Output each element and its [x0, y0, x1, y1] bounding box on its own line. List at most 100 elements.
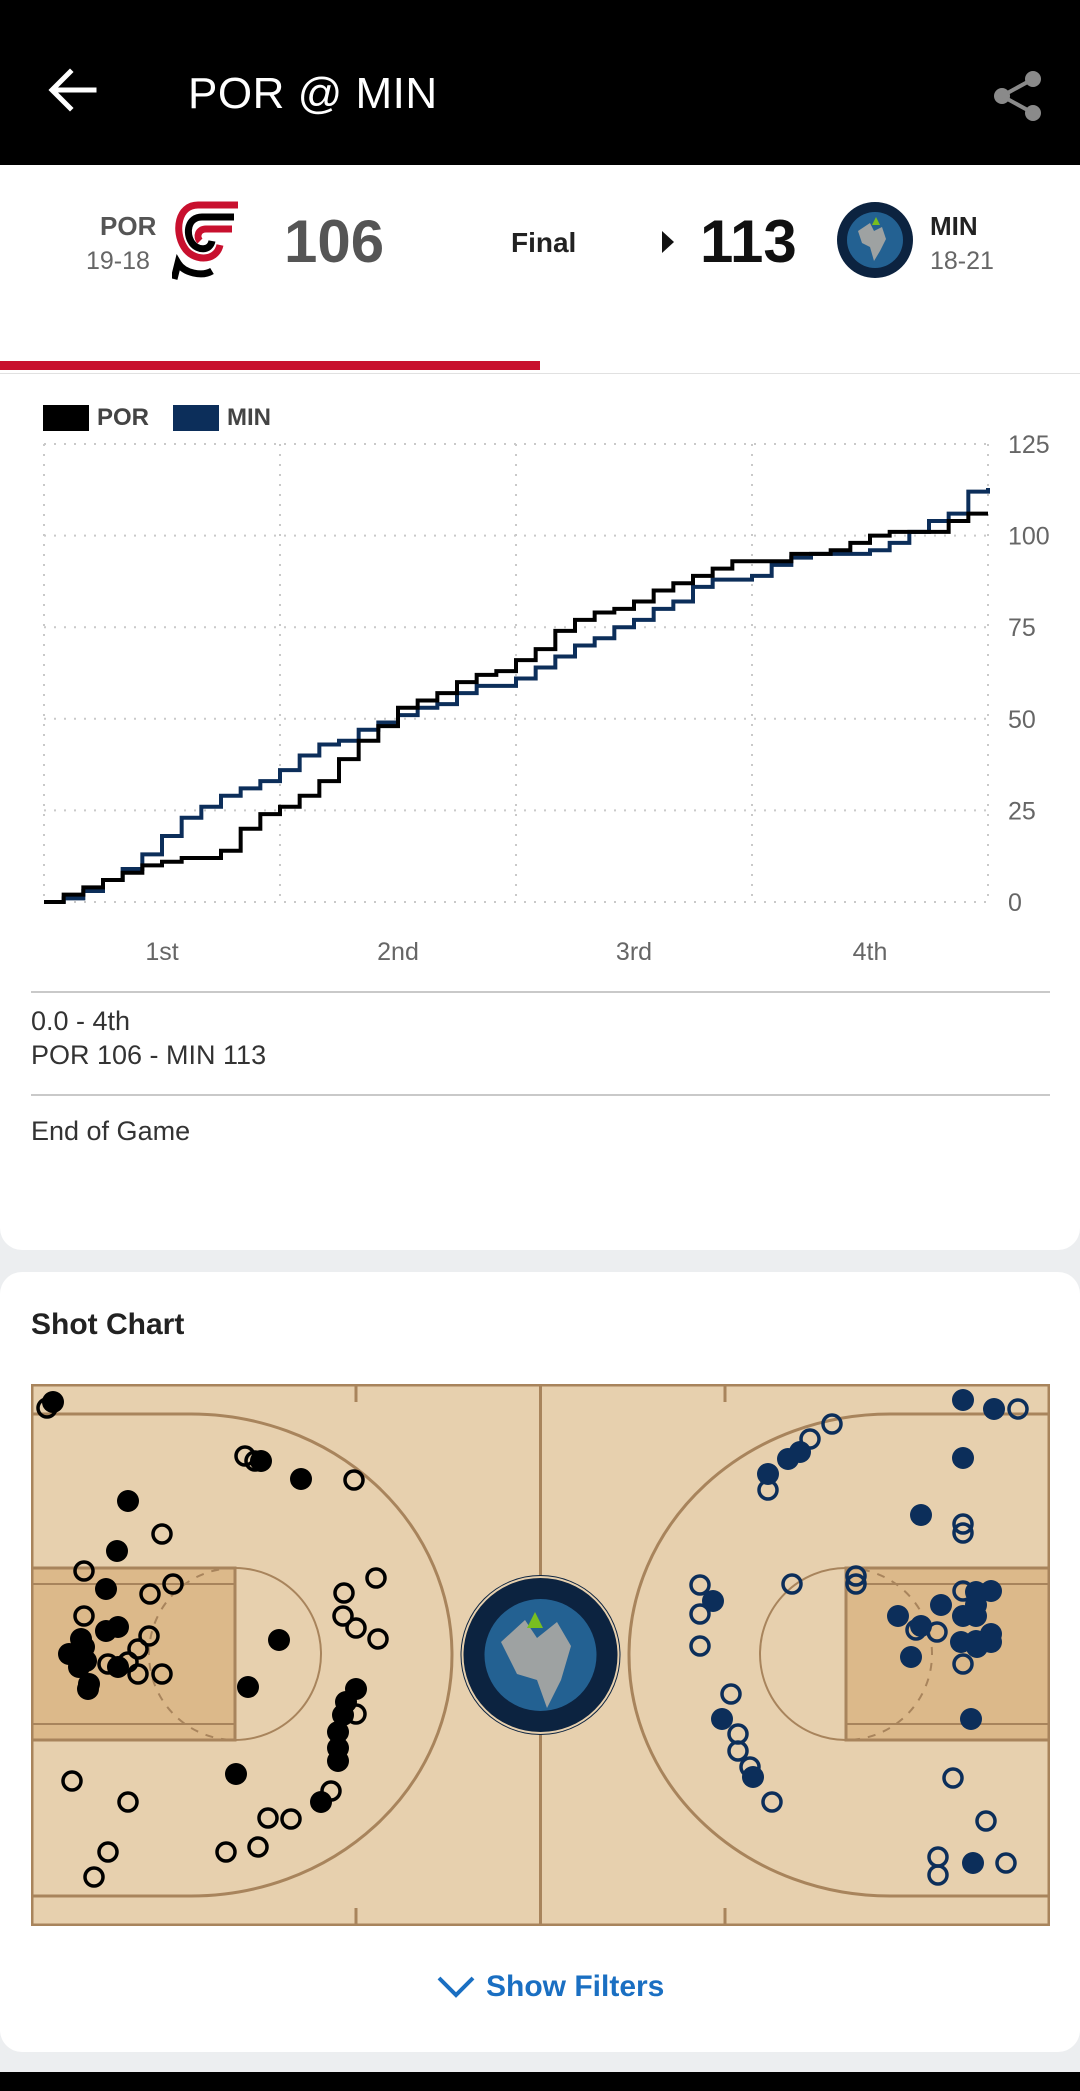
y-tick-label: 75 — [1008, 614, 1036, 642]
por-shot-made — [107, 1656, 129, 1678]
por-shot-missed — [139, 1583, 161, 1605]
scoreboard[interactable]: POR 19-18 106 Final 113 MIN 18-21 — [0, 165, 1080, 324]
por-shot-missed — [257, 1807, 279, 1829]
play-time: 0.0 - 4th — [31, 1006, 131, 1036]
timberwolves-logo — [837, 202, 913, 278]
por-shot-missed — [127, 1663, 149, 1685]
por-shot-missed — [151, 1523, 173, 1545]
y-tick-label: 50 — [1008, 706, 1036, 734]
x-tick-label: 2nd — [377, 938, 419, 966]
game-status: Final — [511, 227, 577, 258]
por-shot-missed — [83, 1866, 105, 1888]
legend-item-min: MIN — [173, 404, 271, 432]
por-shot-missed — [343, 1469, 365, 1491]
por-shot-made — [268, 1629, 290, 1651]
min-shot-made — [887, 1605, 909, 1627]
por-shot-made — [332, 1704, 354, 1726]
timberwolves-logo — [460, 1575, 621, 1735]
legend-swatch-por — [43, 405, 89, 431]
shot-chart-card: Shot Chart — [0, 1272, 1080, 2052]
home-team-abbr: MIN — [930, 211, 978, 241]
y-tick-label: 25 — [1008, 797, 1036, 825]
min-shot-missed — [942, 1767, 964, 1789]
por-shot-made — [250, 1450, 272, 1472]
min-shot-missed — [689, 1574, 711, 1596]
x-tick-label: 3rd — [616, 938, 652, 966]
por-shot-made — [77, 1678, 99, 1700]
por-shots — [36, 1391, 389, 1888]
min-shot-made — [983, 1398, 1005, 1420]
active-tab-indicator — [0, 361, 540, 370]
legend-label-por: POR — [97, 404, 150, 431]
legend-label-min: MIN — [227, 404, 271, 431]
y-tick-label: 0 — [1008, 889, 1022, 917]
por-shot-missed — [151, 1663, 173, 1685]
por-shot-missed — [247, 1836, 269, 1858]
play-score: POR 106 - MIN 113 — [31, 1040, 267, 1070]
min-shot-made — [910, 1504, 932, 1526]
por-shot-missed — [117, 1791, 139, 1813]
play-description: End of Game — [31, 1116, 191, 1146]
tab-strip[interactable] — [0, 323, 1080, 374]
shot-chart-title: Shot Chart — [31, 1308, 185, 1341]
min-shot-missed — [821, 1413, 843, 1435]
min-shot-made — [900, 1646, 922, 1668]
por-shot-made — [327, 1750, 349, 1772]
por-shot-missed — [138, 1625, 160, 1647]
away-team-abbr: POR — [100, 211, 157, 241]
por-shot-missed — [162, 1573, 184, 1595]
x-tick-label: 4th — [853, 938, 888, 966]
por-shot-missed — [73, 1560, 95, 1582]
por-shot-made — [117, 1490, 139, 1512]
away-team-record: 19-18 — [86, 247, 150, 275]
por-shot-made — [95, 1578, 117, 1600]
min-shot-made — [960, 1708, 982, 1730]
min-shot-missed — [975, 1810, 997, 1832]
show-filters-label: Show Filters — [486, 1970, 665, 2003]
game-flow-card: POR MIN 0 25 50 75 100 125 1st 2nd 3rd 4th 0.0 - … — [0, 374, 1080, 1250]
min-shot-missed — [689, 1635, 711, 1657]
por-shot-made — [327, 1721, 349, 1743]
por-shot-missed — [367, 1628, 389, 1650]
min-shot-missed — [727, 1740, 749, 1762]
min-shot-missed — [845, 1573, 867, 1595]
trail-blazers-logo — [172, 201, 238, 280]
por-shot-missed — [61, 1770, 83, 1792]
min-shot-made — [757, 1463, 779, 1485]
chevron-down-icon — [437, 1976, 475, 1998]
min-shot-missed — [845, 1565, 867, 1587]
winner-indicator-icon — [662, 231, 674, 253]
app-bar: POR @ MIN — [0, 0, 1080, 165]
series-line-por — [44, 511, 988, 904]
min-shot-made — [777, 1448, 799, 1470]
min-shot-made — [962, 1852, 984, 1874]
min-shot-made — [930, 1594, 952, 1616]
game-flow-chart[interactable]: 0 25 50 75 100 125 1st 2nd 3rd 4th — [0, 374, 1080, 974]
min-shot-missed — [757, 1479, 779, 1501]
min-shot-missed — [720, 1683, 742, 1705]
por-shot-missed — [127, 1638, 149, 1660]
por-shot-missed — [97, 1841, 119, 1863]
legend-item-por: POR — [43, 404, 149, 432]
por-shot-missed — [73, 1605, 95, 1627]
min-shot-made — [952, 1389, 974, 1411]
page-title: POR @ MIN — [188, 69, 438, 118]
show-filters-button[interactable]: Show Filters — [436, 1970, 664, 2004]
basketball-court[interactable] — [31, 1384, 1050, 1926]
min-shot-missed — [781, 1573, 803, 1595]
share-icon[interactable] — [990, 68, 1046, 124]
min-shot-missed — [952, 1513, 974, 1535]
arrow-left-icon[interactable] — [44, 62, 100, 118]
por-shot-made — [95, 1620, 117, 1642]
divider — [31, 1094, 1050, 1096]
por-shot-missed — [332, 1605, 354, 1627]
por-shot-made — [68, 1656, 90, 1678]
por-shot-made — [225, 1763, 247, 1785]
min-shot-missed — [927, 1864, 949, 1886]
por-shot-made — [310, 1791, 332, 1813]
por-shot-missed — [36, 1397, 58, 1419]
system-bar — [0, 2072, 1080, 2091]
away-score: 106 — [284, 208, 385, 275]
legend-swatch-min — [173, 405, 219, 431]
home-team-record: 18-21 — [930, 247, 994, 275]
